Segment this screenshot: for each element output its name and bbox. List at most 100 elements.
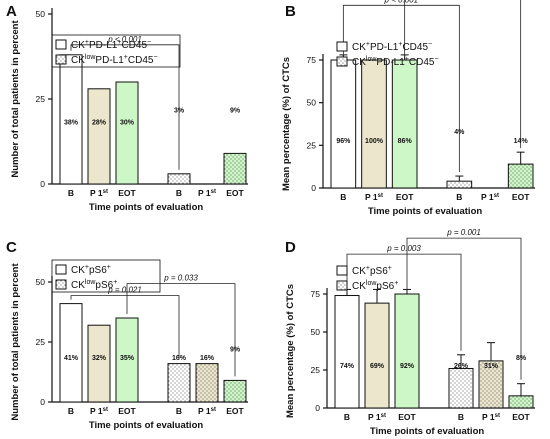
- x-tick-label: B: [68, 406, 74, 416]
- y-tick-label: 25: [307, 140, 317, 150]
- legend-swatch: [55, 39, 67, 50]
- bar: [59, 303, 83, 403]
- y-tick-label: 75: [311, 289, 321, 299]
- legend-swatch: [336, 56, 348, 67]
- y-tick-label: 50: [36, 9, 46, 19]
- p-value-label: p = 0.033: [163, 274, 198, 283]
- y-tick-label: 50: [307, 98, 317, 108]
- legend-entry: CK+PD-L1+CD45−: [71, 39, 151, 51]
- x-tick-label: B: [176, 188, 182, 198]
- significance-bracket: [70, 295, 180, 360]
- x-tick-label: B: [68, 188, 74, 198]
- data-label: 16%: [200, 355, 215, 362]
- x-tick-label: EOT: [396, 192, 414, 202]
- y-tick-label: 50: [36, 277, 46, 287]
- bar: [507, 163, 534, 189]
- x-tick-label: EOT: [398, 412, 416, 422]
- data-label: 96%: [336, 138, 351, 145]
- data-label: 92%: [400, 363, 415, 370]
- bar: [334, 295, 360, 409]
- bar: [330, 59, 357, 189]
- significance-bracket: [406, 237, 522, 380]
- bar: [87, 324, 111, 403]
- legend-entry: CKlowpS6+: [71, 279, 117, 291]
- y-axis-title: Number of total patients in percent: [10, 263, 21, 421]
- significance-bracket: [70, 44, 180, 170]
- bar: [167, 173, 191, 185]
- data-label: 38%: [64, 120, 79, 127]
- x-tick-label: P 1st: [481, 192, 499, 202]
- legend-entry: CK+pS6+: [352, 265, 392, 277]
- bar: [167, 363, 191, 403]
- x-axis-title: Time points of evaluation: [89, 420, 204, 431]
- bar: [508, 395, 534, 409]
- bar: [478, 360, 504, 409]
- p-value-label: p = 0.003: [386, 244, 421, 253]
- significance-bracket: [404, 0, 522, 149]
- bar: [394, 293, 420, 409]
- y-tick-label: 25: [36, 337, 46, 347]
- y-tick-label: 0: [315, 403, 320, 413]
- bar: [446, 180, 473, 189]
- y-tick-label: 0: [40, 397, 45, 407]
- p-value-label: p < 0.001: [384, 0, 419, 4]
- legend-entry: CKlowpS6+: [352, 280, 398, 292]
- x-tick-label: B: [176, 406, 182, 416]
- bar: [223, 152, 247, 185]
- bar: [364, 302, 390, 409]
- legend-entry: CK+PD-L1+CD45−: [352, 41, 432, 53]
- x-tick-label: EOT: [226, 406, 244, 416]
- panel-c: C 0 25 50 Number of total patients in percen…: [6, 239, 248, 431]
- x-tick-label: B: [344, 412, 350, 422]
- y-tick-label: 25: [36, 94, 46, 104]
- data-label: 31%: [484, 363, 499, 370]
- legend-swatch: [55, 279, 67, 290]
- data-label: 30%: [120, 120, 135, 127]
- significance-bracket: [126, 283, 236, 377]
- legend-swatch: [55, 54, 67, 65]
- x-tick-label: P 1st: [365, 192, 383, 202]
- bar: [115, 317, 139, 403]
- data-label: 69%: [370, 363, 385, 370]
- x-tick-label: P 1st: [368, 412, 386, 422]
- x-tick-label: P 1st: [90, 406, 108, 416]
- data-label: 26%: [454, 363, 469, 370]
- x-axis-title: Time points of evaluation: [370, 426, 485, 437]
- p-value-label: p = 0.021: [107, 286, 142, 295]
- data-label: 86%: [398, 138, 413, 145]
- y-tick-label: 0: [40, 179, 45, 189]
- bar: [195, 363, 219, 403]
- p-value-label: p = 0.001: [446, 228, 481, 237]
- bar: [59, 54, 83, 185]
- bar: [115, 81, 139, 185]
- panel-a: A 0 25 50 Number of total patients in percen…: [6, 3, 248, 213]
- x-axis-title: Time points of evaluation: [89, 202, 204, 213]
- y-tick-label: 25: [311, 365, 321, 375]
- data-label: 32%: [92, 355, 107, 362]
- x-tick-label: P 1st: [90, 188, 108, 198]
- panel-b: B 0 25 50 75 Mean percentage (%) of CTCs 96% B 1…: [281, 0, 535, 217]
- bar: [87, 88, 111, 185]
- data-label: 100%: [365, 138, 384, 145]
- x-tick-label: B: [458, 412, 464, 422]
- panel-letter: B: [285, 3, 296, 20]
- x-tick-label: EOT: [118, 406, 136, 416]
- bar: [448, 367, 474, 409]
- legend-swatch: [336, 41, 348, 52]
- x-axis-title: Time points of evaluation: [368, 206, 483, 217]
- x-tick-label: B: [456, 192, 462, 202]
- panel-letter: D: [285, 239, 296, 256]
- legend-swatch: [336, 265, 348, 276]
- x-tick-label: P 1st: [482, 412, 500, 422]
- x-tick-label: EOT: [226, 188, 244, 198]
- bar: [391, 59, 418, 189]
- bar: [223, 379, 247, 403]
- bar: [361, 59, 387, 189]
- y-axis-title: Number of total patients in percent: [10, 20, 21, 178]
- y-axis-title: Mean percentage (%) of CTCs: [281, 57, 292, 191]
- panel-letter: C: [6, 239, 17, 256]
- data-label: 41%: [64, 355, 79, 362]
- legend-frame: [51, 34, 181, 68]
- legend-entry: CK+pS6+: [71, 264, 111, 276]
